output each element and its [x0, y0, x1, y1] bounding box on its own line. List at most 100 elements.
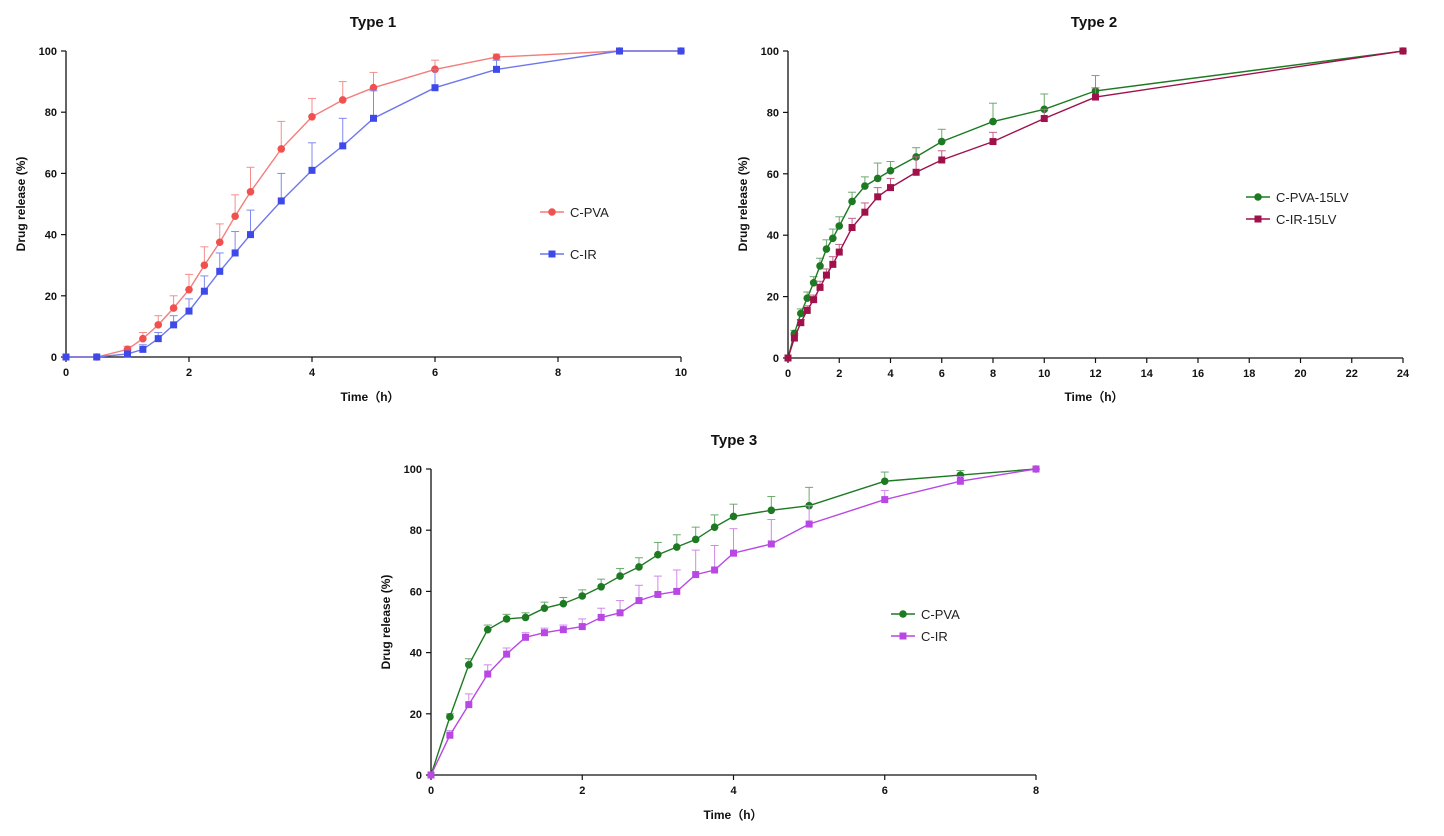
- y-tick-label: 0: [416, 770, 422, 782]
- data-point: [835, 222, 844, 230]
- data-point: [810, 296, 818, 304]
- data-point: [1399, 47, 1407, 55]
- data-point: [881, 496, 889, 504]
- x-tick-label: 8: [1033, 785, 1039, 797]
- data-point: [185, 285, 193, 294]
- legend-entry: C-PVA: [891, 607, 960, 622]
- y-tick-label: 20: [410, 709, 422, 721]
- x-tick-label: 24: [1397, 368, 1410, 380]
- data-point: [559, 599, 568, 608]
- data-point: [816, 283, 824, 291]
- data-point: [503, 650, 511, 658]
- data-point: [673, 587, 681, 595]
- data-point: [873, 174, 882, 183]
- data-point: [805, 520, 813, 528]
- y-tick-label: 100: [761, 46, 779, 58]
- legend-label: C-IR-15LV: [1276, 212, 1337, 227]
- x-tick-label: 16: [1192, 368, 1204, 380]
- y-axis-label: Drug release (%): [736, 157, 750, 252]
- data-point: [784, 354, 792, 362]
- legend-entry: C-IR: [540, 247, 597, 262]
- legend-label: C-IR: [570, 247, 597, 262]
- data-point: [370, 114, 377, 122]
- data-point: [887, 184, 894, 192]
- series-line: [430, 468, 1037, 776]
- data-point: [797, 319, 805, 327]
- y-tick-label: 60: [410, 586, 422, 598]
- data-point: [829, 234, 837, 243]
- data-point: [369, 83, 378, 92]
- data-point: [989, 138, 997, 146]
- y-tick-label: 0: [773, 353, 779, 365]
- data-point: [277, 145, 286, 153]
- data-point: [886, 166, 895, 175]
- y-tick-label: 40: [410, 648, 422, 660]
- data-point: [277, 197, 285, 205]
- data-point: [937, 137, 946, 146]
- x-axis-label: Time（h）: [1064, 389, 1123, 404]
- data-point: [540, 629, 548, 637]
- series-c-pva: [427, 465, 1040, 779]
- y-tick-label: 20: [45, 291, 57, 303]
- data-point: [711, 566, 719, 574]
- data-point: [170, 321, 178, 329]
- data-point: [1040, 115, 1048, 123]
- data-point: [956, 477, 964, 485]
- data-point: [465, 661, 473, 669]
- legend-label: C-IR: [921, 629, 948, 644]
- x-tick-label: 2: [186, 367, 192, 379]
- data-point: [247, 231, 254, 239]
- data-point: [139, 334, 147, 343]
- x-tick-label: 20: [1294, 368, 1306, 380]
- data-point: [861, 182, 869, 190]
- data-point: [861, 208, 869, 216]
- data-point: [616, 572, 624, 580]
- axes: 0 20 40 60 80 100 0 2 4 6 8 10: [39, 46, 687, 379]
- x-tick-label: 0: [428, 785, 434, 797]
- data-point: [431, 84, 439, 92]
- chart-type2: Type 2 Time（h） Drug release (%) 02040608…: [736, 14, 1410, 404]
- legend-label: C-PVA: [570, 205, 609, 220]
- x-tick-label: 4: [887, 368, 894, 380]
- data-point: [308, 166, 316, 174]
- series-c-pva-15lv: [784, 47, 1407, 362]
- data-point: [231, 212, 239, 221]
- axes: 0 20 40 60 80 100 0 2 4 6 8: [404, 464, 1039, 797]
- series-line: [430, 468, 1037, 776]
- data-point: [803, 294, 812, 302]
- data-point: [522, 633, 530, 641]
- data-point: [809, 278, 818, 287]
- data-point: [803, 306, 811, 314]
- legend-marker: [1254, 193, 1262, 201]
- chart-type3: Type 3 Time（h） Drug release (%) 02040608…: [379, 432, 1040, 822]
- data-point: [339, 142, 347, 150]
- data-point: [169, 304, 178, 312]
- x-tick-label: 6: [939, 368, 945, 380]
- data-point: [989, 117, 997, 126]
- y-axis-label: Drug release (%): [379, 575, 393, 670]
- data-point: [200, 287, 208, 295]
- data-point: [492, 53, 501, 61]
- data-point: [308, 112, 316, 121]
- y-tick-label: 100: [404, 464, 422, 476]
- data-point: [559, 626, 567, 634]
- x-tick-label: 4: [309, 367, 316, 379]
- x-tick-label: 0: [63, 367, 69, 379]
- data-point: [635, 563, 643, 571]
- y-tick-label: 80: [45, 107, 57, 119]
- data-point: [616, 47, 623, 55]
- data-point: [677, 47, 685, 55]
- legend-entry: C-PVA-15LV: [1246, 190, 1349, 205]
- data-point: [215, 238, 224, 247]
- legend-marker: [899, 632, 907, 640]
- data-point: [654, 550, 662, 559]
- chart-type1: Type 1 Time（h） Drug release (%) 02040608…: [14, 14, 687, 404]
- x-tick-label: 12: [1089, 368, 1101, 380]
- data-point: [502, 615, 511, 623]
- data-point: [816, 262, 824, 270]
- y-tick-label: 100: [39, 46, 57, 58]
- data-point: [880, 477, 889, 486]
- data-point: [797, 309, 805, 318]
- data-point: [874, 193, 882, 201]
